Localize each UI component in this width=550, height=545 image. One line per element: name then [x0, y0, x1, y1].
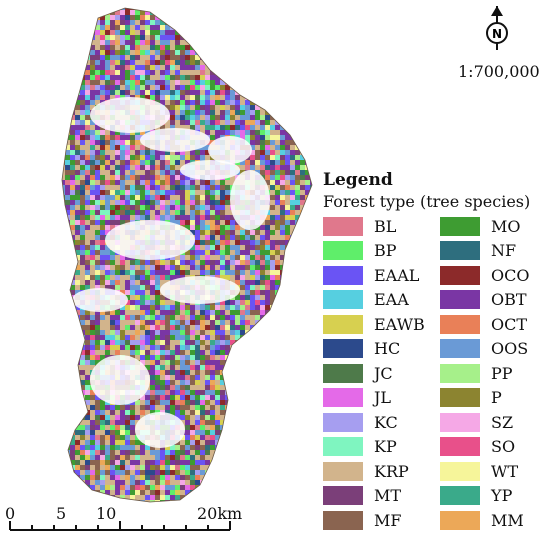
legend-item-pp: PP: [440, 361, 529, 386]
legend-item-kp: KP: [323, 435, 425, 460]
legend-swatch: [440, 388, 480, 408]
legend-swatch: [323, 486, 363, 506]
scale-tick-0: 0: [5, 504, 16, 523]
legend-swatch: [440, 363, 480, 383]
region-outline: [61, 7, 313, 503]
legend-item-kc: KC: [323, 410, 425, 435]
legend-label: OBT: [491, 290, 527, 310]
legend-swatch: [440, 265, 480, 285]
legend-swatch: [440, 241, 480, 261]
legend-swatch: [440, 437, 480, 457]
legend-swatch: [440, 314, 480, 334]
legend-swatch: [323, 339, 363, 359]
legend-item-mf: MF: [323, 508, 425, 533]
legend-label: EAWB: [374, 314, 425, 334]
legend-label: BP: [374, 241, 397, 261]
legend-swatch: [440, 510, 480, 530]
legend-item-oct: OCT: [440, 312, 529, 337]
legend-label: P: [491, 388, 502, 408]
legend-item-oos: OOS: [440, 337, 529, 362]
legend-label: YP: [491, 486, 513, 506]
north-arrow-icon: [486, 6, 508, 50]
legend-swatch: [323, 363, 363, 383]
legend-swatch: [323, 412, 363, 432]
legend-item-wt: WT: [440, 459, 529, 484]
legend-label: MT: [374, 486, 402, 506]
legend-swatch: [323, 241, 363, 261]
legend-swatch: [440, 339, 480, 359]
legend-item-nf: NF: [440, 239, 529, 264]
legend-item-eaa: EAA: [323, 288, 425, 313]
legend-label: OCO: [491, 265, 530, 285]
scale-tick-5: 5: [56, 504, 67, 523]
legend-item-eawb: EAWB: [323, 312, 425, 337]
legend-item-obt: OBT: [440, 288, 529, 313]
legend-item-jc: JC: [323, 361, 425, 386]
legend-swatch: [323, 290, 363, 310]
legend-item-oco: OCO: [440, 263, 529, 288]
legend-label: EAA: [374, 290, 409, 310]
legend-item-hc: HC: [323, 337, 425, 362]
legend-label: OOS: [491, 339, 529, 359]
legend-item-mm: MM: [440, 508, 529, 533]
legend-label: BL: [374, 216, 397, 236]
legend-item-krp: KRP: [323, 459, 425, 484]
legend-label: EAAL: [374, 265, 420, 285]
legend-item-yp: YP: [440, 484, 529, 509]
legend-label: MM: [491, 510, 524, 530]
legend-item-sz: SZ: [440, 410, 529, 435]
legend-label: SO: [491, 437, 516, 457]
legend-item-p: P: [440, 386, 529, 411]
legend-swatch: [323, 437, 363, 457]
legend-item-so: SO: [440, 435, 529, 460]
legend-column-left: BL BP EAAL EAA EAWB HC JC JL KC KP KRP MT MF: [323, 214, 425, 533]
legend-item-mt: MT: [323, 484, 425, 509]
legend-item-bl: BL: [323, 214, 425, 239]
forest-type-map: [62, 8, 312, 502]
legend-label: HC: [374, 339, 401, 359]
legend-swatch: [440, 412, 480, 432]
legend-swatch: [323, 216, 363, 236]
legend-swatch: [323, 510, 363, 530]
legend-label: JL: [374, 388, 392, 408]
legend-swatch: [323, 461, 363, 481]
legend-item-mo: MO: [440, 214, 529, 239]
legend-label: PP: [491, 363, 513, 383]
legend-title: Legend: [323, 170, 393, 190]
scale-ratio: 1:700,000: [458, 62, 540, 81]
legend-label: KC: [374, 412, 398, 432]
legend-label: SZ: [491, 412, 514, 432]
scale-tick-10: 10: [96, 504, 117, 523]
legend-label: JC: [374, 363, 393, 383]
legend-item-jl: JL: [323, 386, 425, 411]
legend-column-right: MO NF OCO OBT OCT OOS PP P SZ SO WT YP MM: [440, 214, 529, 533]
legend-swatch: [323, 265, 363, 285]
legend-swatch: [323, 314, 363, 334]
scale-tick-20km: 20km: [197, 504, 243, 523]
legend-label: NF: [491, 241, 517, 261]
legend-item-eaal: EAAL: [323, 263, 425, 288]
legend-label: KP: [374, 437, 397, 457]
north-label: N: [492, 27, 502, 41]
legend-swatch: [323, 388, 363, 408]
legend-swatch: [440, 290, 480, 310]
legend-item-bp: BP: [323, 239, 425, 264]
legend-label: MO: [491, 216, 521, 236]
legend-swatch: [440, 216, 480, 236]
legend-label: KRP: [374, 461, 409, 481]
legend-label: WT: [491, 461, 519, 481]
legend-subtitle: Forest type (tree species): [323, 192, 531, 211]
legend-swatch: [440, 486, 480, 506]
legend-swatch: [440, 461, 480, 481]
legend-label: OCT: [491, 314, 528, 334]
scale-bar: [9, 521, 231, 531]
legend-label: MF: [374, 510, 402, 530]
